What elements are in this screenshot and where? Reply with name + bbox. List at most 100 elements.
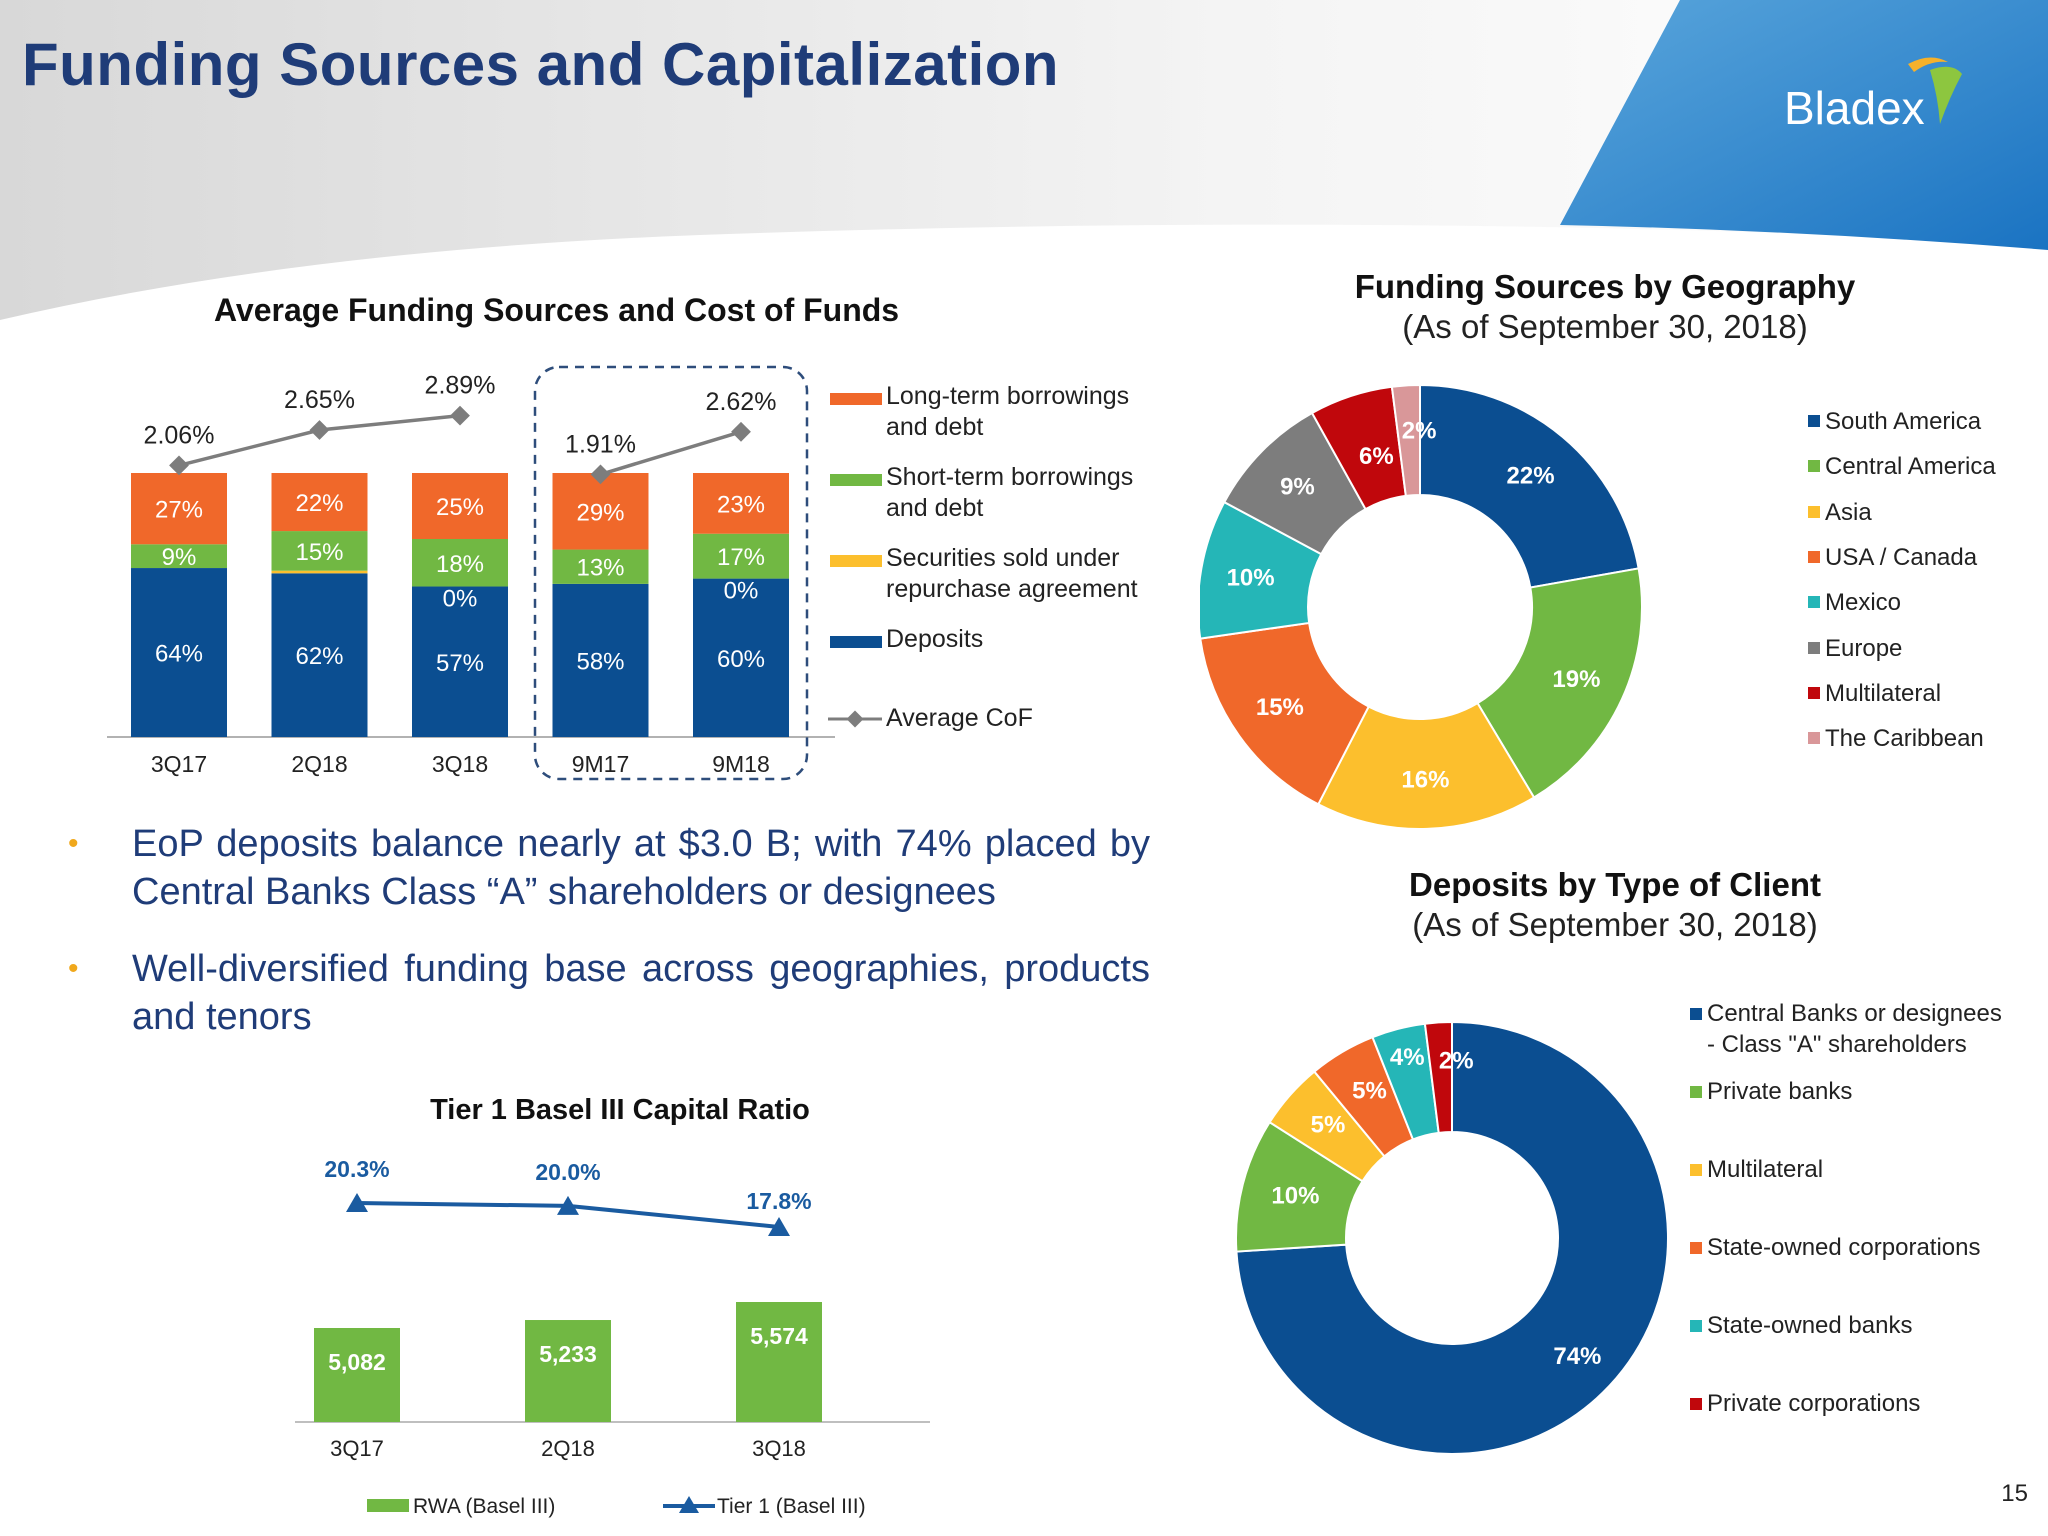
page-number: 15	[2001, 1480, 2028, 1507]
cof-label: 2.06%	[144, 421, 215, 449]
client-chart-subtitle: (As of September 30, 2018)	[1412, 906, 1818, 943]
slice-label: 15%	[1256, 694, 1304, 721]
slice-label: 10%	[1271, 1183, 1319, 1210]
cof-label: 1.91%	[565, 430, 636, 458]
page-title: Funding Sources and Capitalization	[22, 31, 1060, 98]
funding-chart-title: Average Funding Sources and Cost of Fund…	[214, 292, 900, 328]
logo-text: Bladex	[1784, 82, 1925, 134]
x-tick-label: 2Q18	[541, 1436, 595, 1461]
tier1-label: 20.3%	[324, 1156, 389, 1182]
funding-legend-label: Average CoF	[886, 704, 1033, 732]
cof-point	[169, 455, 189, 476]
data-label: 9%	[162, 544, 197, 571]
bar-segment	[412, 586, 508, 737]
geography-chart-title: Funding Sources by Geography	[1354, 268, 1856, 305]
bullet-icon: •	[68, 827, 79, 860]
geo-legend-swatch	[1808, 641, 1820, 654]
bullet-text: EoP deposits balance nearly at $3.0 B; w…	[132, 823, 1150, 913]
bullet-icon: •	[68, 952, 79, 985]
donut-slice	[1200, 621, 1371, 806]
funding-legend-swatch	[830, 555, 882, 567]
bullet-text: Well-diversified funding base across geo…	[132, 948, 1150, 1038]
geo-legend-swatch	[1808, 505, 1820, 518]
geo-legend-label: The Caribbean	[1825, 725, 1984, 753]
donut-slice	[1390, 383, 1421, 498]
data-label: 57%	[436, 650, 484, 677]
client-chart-title: Deposits by Type of Client	[1409, 866, 1821, 903]
data-label: 29%	[576, 499, 624, 526]
funding-legend-label: Securities sold under repurchase agreeme…	[886, 544, 1138, 603]
bar-segment	[552, 583, 649, 737]
rwa-bar	[736, 1302, 822, 1422]
geo-legend-label: Mexico	[1825, 589, 1902, 617]
data-label: 23%	[717, 491, 765, 518]
funding-legend-swatch	[830, 636, 882, 648]
x-tick-label: 9M17	[572, 751, 630, 777]
client-donut: 74%10%5%5%4% 2%	[1235, 1020, 1669, 1455]
rwa-bar	[525, 1320, 611, 1422]
bullet-list: • EoP deposits balance nearly at $3.0 B; …	[60, 820, 1150, 1070]
data-label: 58%	[576, 648, 624, 675]
bar-segment	[131, 473, 227, 545]
tier1-marker	[346, 1193, 368, 1212]
client-legend-swatch	[1690, 1242, 1702, 1254]
highlight-box	[533, 365, 809, 781]
x-tick-label: 3Q17	[151, 751, 207, 777]
geo-legend-label: Europe	[1825, 634, 1903, 662]
bar-segment	[271, 531, 368, 571]
funding-legend-label: Short-term borrowings and debt	[886, 463, 1134, 522]
tier1-label: 20.0%	[535, 1159, 600, 1185]
bar-segment	[412, 539, 508, 587]
slice-label: 16%	[1401, 766, 1449, 793]
data-label: 27%	[155, 497, 203, 524]
geo-legend-label: South America	[1825, 408, 1982, 435]
geo-legend-label: Asia	[1825, 498, 1872, 526]
x-tick-label: 3Q18	[752, 1436, 806, 1461]
rwa-label: 5,233	[539, 1341, 597, 1367]
slice-label: 9%	[1280, 474, 1315, 501]
data-label: 64%	[155, 641, 203, 668]
tier1-chart: 5,082 3Q17 5,233 2Q18 5,574 3Q18 20.3% 20.0% 17.…	[295, 1156, 930, 1518]
bar-segment	[131, 568, 227, 737]
client-legend-label: Central Banks or designees - Class "A" s…	[1707, 1000, 2002, 1058]
slice-label: 19%	[1552, 666, 1600, 693]
client-legend-swatch	[1690, 1320, 1702, 1332]
donut-slice	[1235, 1020, 1669, 1455]
funding-legend-label: Long-term borrowings and debt	[886, 382, 1130, 441]
data-label: 62%	[295, 643, 343, 670]
client-legend-label: Multilateral	[1707, 1156, 1824, 1183]
slice-label: 5%	[1352, 1077, 1387, 1104]
bar-segment	[693, 473, 789, 534]
geo-legend-swatch	[1808, 550, 1820, 563]
bar-segment	[552, 473, 649, 550]
rwa-legend-label: RWA (Basel III)	[413, 1495, 555, 1518]
bar-segment	[131, 544, 227, 569]
bar-segment	[693, 578, 789, 737]
donut-slice	[1419, 383, 1640, 589]
geo-legend-swatch	[1808, 732, 1820, 745]
slice-label: 6%	[1359, 443, 1394, 470]
funding-sources-chart: 64% 9% 27% 3Q17 62% 15% 22% 2Q18 57% 0% 18% 25% 3Q18…	[107, 365, 835, 781]
data-label: 13%	[576, 555, 624, 582]
cof-point	[731, 421, 751, 442]
client-legend-swatch	[1690, 1398, 1702, 1410]
rwa-legend-swatch	[367, 1499, 409, 1512]
geo-legend-label: Multilateral	[1825, 679, 1942, 707]
cof-point	[450, 405, 470, 426]
tier1-legend-label: Tier 1 (Basel III)	[717, 1495, 866, 1518]
bar-segment	[552, 549, 649, 584]
slice-label: 10%	[1227, 565, 1275, 592]
donut-slice	[1423, 1020, 1453, 1134]
client-legend-swatch	[1690, 1008, 1702, 1020]
x-tick-label: 9M18	[712, 751, 770, 777]
cof-label: 2.62%	[706, 388, 777, 416]
slice-label: 22%	[1507, 463, 1555, 490]
cof-label: 2.89%	[425, 372, 496, 400]
client-legend-label: State-owned corporations	[1707, 1234, 1981, 1261]
bar-segment	[271, 473, 368, 532]
geo-legend-swatch	[1808, 460, 1820, 473]
tier1-marker	[557, 1195, 579, 1215]
data-label: 17%	[717, 544, 765, 571]
data-label: 15%	[295, 539, 343, 566]
client-legend-label: State-owned banks	[1707, 1312, 1913, 1339]
